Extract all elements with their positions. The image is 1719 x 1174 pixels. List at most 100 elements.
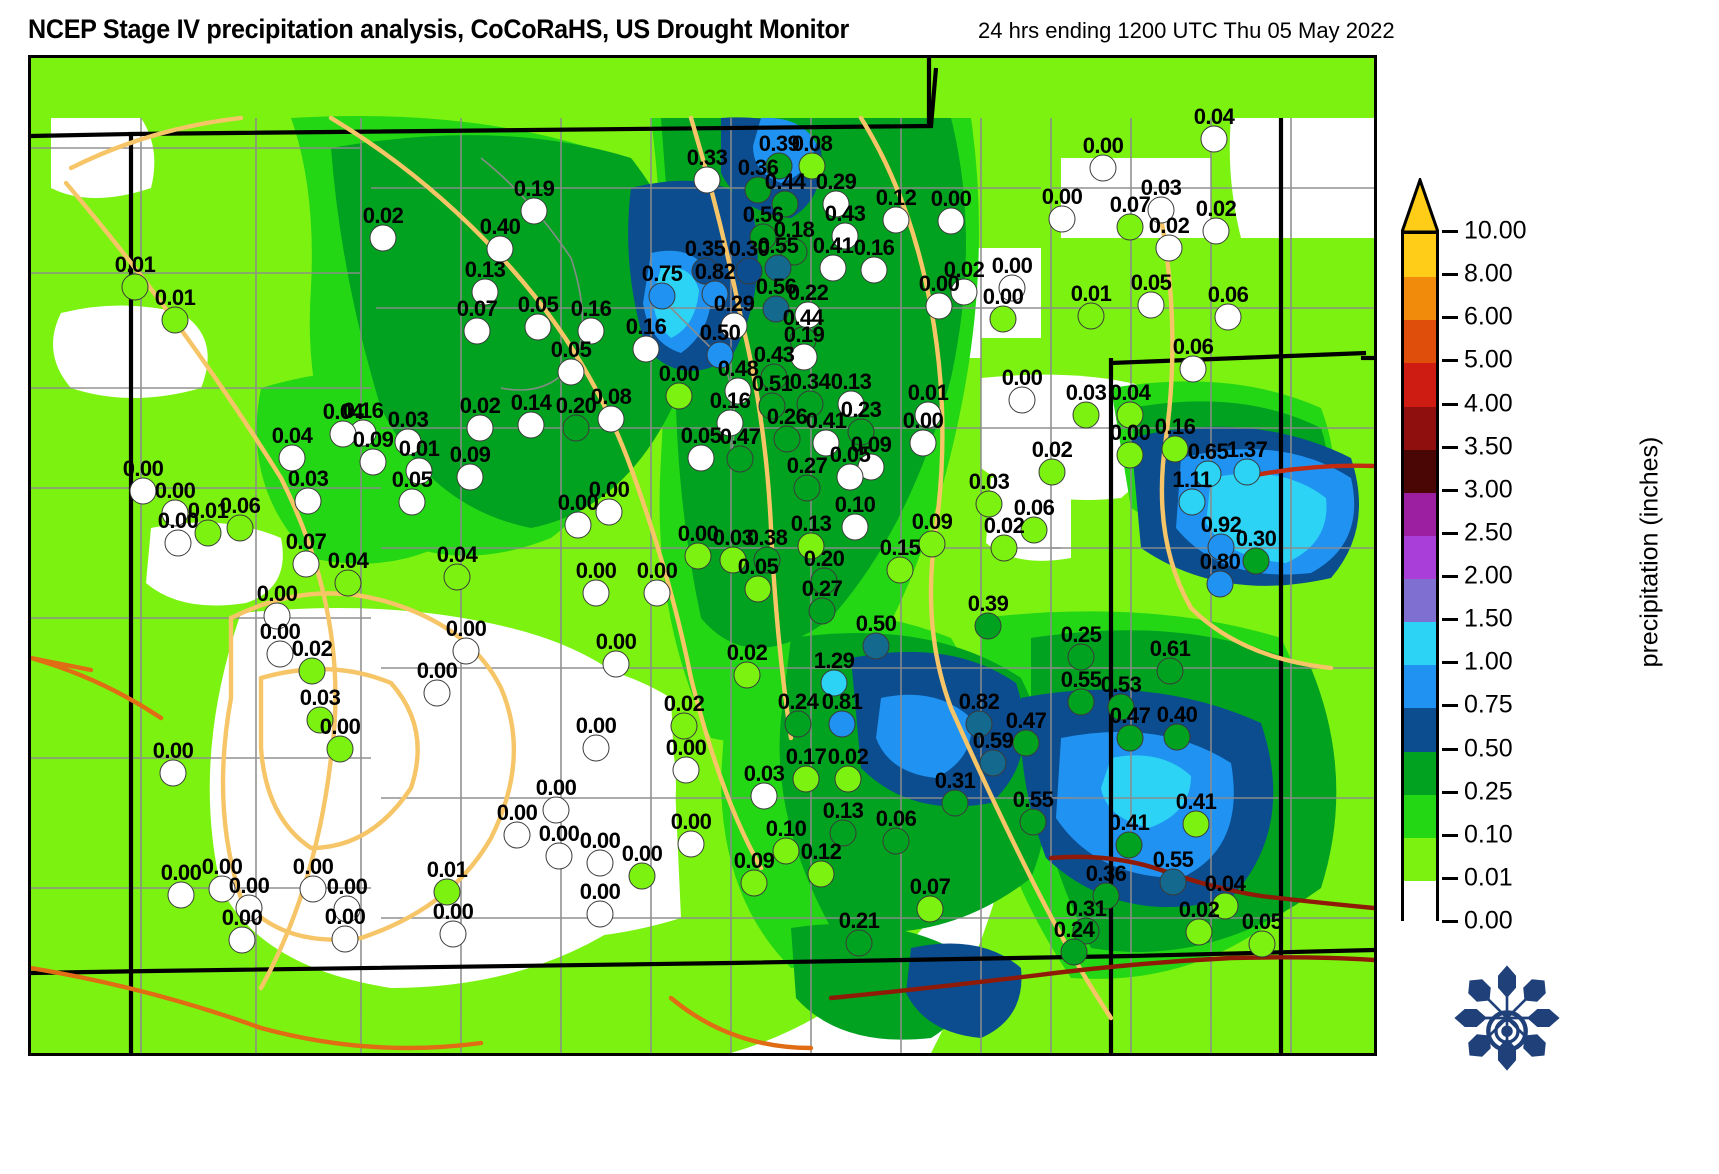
station-marker[interactable] xyxy=(1116,724,1144,752)
station-marker[interactable] xyxy=(278,444,306,472)
station-marker[interactable] xyxy=(121,273,149,301)
station-marker[interactable] xyxy=(161,306,189,334)
station-marker[interactable] xyxy=(979,749,1007,777)
station-marker[interactable] xyxy=(808,597,836,625)
station-marker[interactable] xyxy=(1012,729,1040,757)
station-marker[interactable] xyxy=(829,819,857,847)
station-marker[interactable] xyxy=(784,710,812,738)
station-marker[interactable] xyxy=(1019,808,1047,836)
station-marker[interactable] xyxy=(706,341,734,369)
station-marker[interactable] xyxy=(542,796,570,824)
station-marker[interactable] xyxy=(1182,810,1210,838)
station-marker[interactable] xyxy=(670,712,698,740)
station-marker[interactable] xyxy=(822,190,850,218)
station-marker[interactable] xyxy=(564,511,592,539)
station-marker[interactable] xyxy=(326,735,354,763)
station-marker[interactable] xyxy=(632,335,660,363)
station-marker[interactable] xyxy=(129,477,157,505)
station-marker[interactable] xyxy=(1206,570,1234,598)
station-marker[interactable] xyxy=(1248,930,1276,958)
station-marker[interactable] xyxy=(1159,868,1187,896)
station-marker[interactable] xyxy=(828,710,856,738)
station-marker[interactable] xyxy=(909,429,937,457)
station-marker[interactable] xyxy=(773,425,801,453)
station-marker[interactable] xyxy=(503,821,531,849)
station-marker[interactable] xyxy=(834,765,862,793)
station-marker[interactable] xyxy=(975,490,1003,518)
station-marker[interactable] xyxy=(860,256,888,284)
station-marker[interactable] xyxy=(1107,693,1135,721)
station-marker[interactable] xyxy=(796,390,824,418)
station-marker[interactable] xyxy=(557,358,585,386)
station-marker[interactable] xyxy=(582,734,610,762)
station-marker[interactable] xyxy=(792,765,820,793)
station-marker[interactable] xyxy=(687,444,715,472)
station-marker[interactable] xyxy=(164,529,192,557)
station-marker[interactable] xyxy=(405,457,433,485)
station-marker[interactable] xyxy=(990,534,1018,562)
station-marker[interactable] xyxy=(294,487,322,515)
station-marker[interactable] xyxy=(720,312,748,340)
station-marker[interactable] xyxy=(918,530,946,558)
station-marker[interactable] xyxy=(1200,125,1228,153)
station-marker[interactable] xyxy=(798,152,826,180)
station-marker[interactable] xyxy=(812,429,840,457)
station-marker[interactable] xyxy=(1048,205,1076,233)
station-marker[interactable] xyxy=(965,710,993,738)
station-marker[interactable] xyxy=(292,550,320,578)
station-marker[interactable] xyxy=(882,206,910,234)
station-marker[interactable] xyxy=(159,759,187,787)
station-marker[interactable] xyxy=(794,301,822,329)
station-marker[interactable] xyxy=(941,789,969,817)
station-marker[interactable] xyxy=(974,612,1002,640)
station-marker[interactable] xyxy=(882,827,910,855)
station-marker[interactable] xyxy=(665,382,693,410)
station-marker[interactable] xyxy=(266,640,294,668)
station-marker[interactable] xyxy=(1207,533,1235,561)
station-marker[interactable] xyxy=(807,860,835,888)
station-marker[interactable] xyxy=(1072,401,1100,429)
station-marker[interactable] xyxy=(299,875,327,903)
station-marker[interactable] xyxy=(486,235,514,263)
station-marker[interactable] xyxy=(1038,458,1066,486)
station-marker[interactable] xyxy=(1020,516,1048,544)
station-marker[interactable] xyxy=(1077,302,1105,330)
station-marker[interactable] xyxy=(524,313,552,341)
station-marker[interactable] xyxy=(765,152,793,180)
station-marker[interactable] xyxy=(724,377,752,405)
station-marker[interactable] xyxy=(1116,401,1144,429)
station-marker[interactable] xyxy=(433,878,461,906)
station-marker[interactable] xyxy=(744,176,772,204)
station-marker[interactable] xyxy=(208,875,236,903)
station-marker[interactable] xyxy=(643,579,671,607)
station-marker[interactable] xyxy=(672,756,700,784)
station-marker[interactable] xyxy=(937,207,965,235)
station-marker[interactable] xyxy=(1161,435,1189,463)
station-marker[interactable] xyxy=(847,418,875,446)
station-marker[interactable] xyxy=(726,445,754,473)
station-marker[interactable] xyxy=(753,546,781,574)
station-marker[interactable] xyxy=(716,409,744,437)
station-marker[interactable] xyxy=(1060,938,1088,966)
station-marker[interactable] xyxy=(797,532,825,560)
station-marker[interactable] xyxy=(194,519,222,547)
station-marker[interactable] xyxy=(577,317,605,345)
station-marker[interactable] xyxy=(819,254,847,282)
station-marker[interactable] xyxy=(369,224,397,252)
station-marker[interactable] xyxy=(628,862,656,890)
station-marker[interactable] xyxy=(744,575,772,603)
station-marker[interactable] xyxy=(771,190,799,218)
station-marker[interactable] xyxy=(1155,234,1183,262)
station-marker[interactable] xyxy=(466,414,494,442)
station-marker[interactable] xyxy=(1194,460,1222,488)
station-marker[interactable] xyxy=(740,869,768,897)
station-marker[interactable] xyxy=(684,542,712,570)
station-marker[interactable] xyxy=(1116,441,1144,469)
station-marker[interactable] xyxy=(228,926,256,954)
station-marker[interactable] xyxy=(545,842,573,870)
station-marker[interactable] xyxy=(1115,831,1143,859)
station-marker[interactable] xyxy=(582,579,610,607)
station-marker[interactable] xyxy=(423,679,451,707)
station-marker[interactable] xyxy=(790,343,818,371)
station-marker[interactable] xyxy=(950,278,978,306)
